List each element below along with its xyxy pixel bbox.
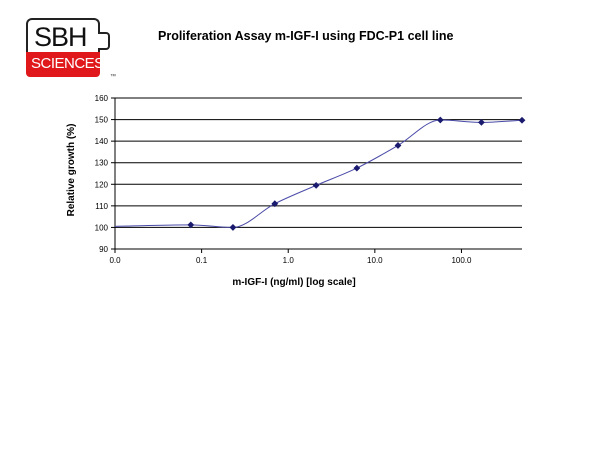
data-point-marker (271, 200, 279, 208)
x-tick-label: 100.0 (451, 256, 472, 265)
logo-tab (98, 32, 110, 50)
y-tick-labels: 90 100 110 120 130 140 150 160 (95, 94, 109, 254)
y-tick-label: 140 (95, 137, 109, 146)
x-tick-label: 1.0 (283, 256, 295, 265)
x-tick-label: 0.1 (196, 256, 208, 265)
y-tick-label: 130 (95, 159, 109, 168)
series-line (114, 119, 523, 228)
y-tick-label: 150 (95, 116, 109, 125)
x-tick-labels: 0.0 0.1 1.0 10.0 100.0 (109, 256, 472, 265)
x-tick-label: 10.0 (367, 256, 383, 265)
y-tick-label: 120 (95, 180, 109, 189)
chart-title: Proliferation Assay m-IGF-I using FDC-P1… (158, 29, 454, 43)
x-tick-label: 0.0 (109, 256, 121, 265)
data-point-marker (229, 224, 237, 231)
logo-bottom-box: SCIENCES (26, 52, 104, 77)
marker-layer (187, 116, 526, 231)
sbh-sciences-logo: SBH SCIENCES ™ (26, 18, 118, 84)
y-tick-label: 100 (95, 223, 109, 232)
logo-top-text: SBH (34, 22, 88, 52)
y-tick-label: 160 (95, 94, 109, 103)
trademark-mark: ™ (110, 74, 116, 80)
data-point-marker (436, 116, 444, 124)
data-point-marker (394, 142, 402, 149)
logo-bottom-text: SCIENCES (31, 55, 104, 72)
logo-top-box: SBH (26, 18, 100, 52)
y-tick-label: 90 (99, 245, 108, 254)
data-point-marker (478, 118, 485, 126)
axis-layer (111, 97, 522, 253)
x-axis-title: m-IGF-I (ng/ml) [log scale] (232, 277, 355, 288)
data-point-marker (187, 221, 195, 229)
y-axis-title: Relative growth (%) (66, 124, 77, 217)
data-point-marker (518, 116, 526, 124)
y-tick-label: 110 (95, 202, 108, 211)
data-point-marker (312, 181, 320, 189)
data-point-marker (353, 164, 361, 172)
grid-layer (115, 97, 522, 228)
series-layer (114, 119, 523, 228)
